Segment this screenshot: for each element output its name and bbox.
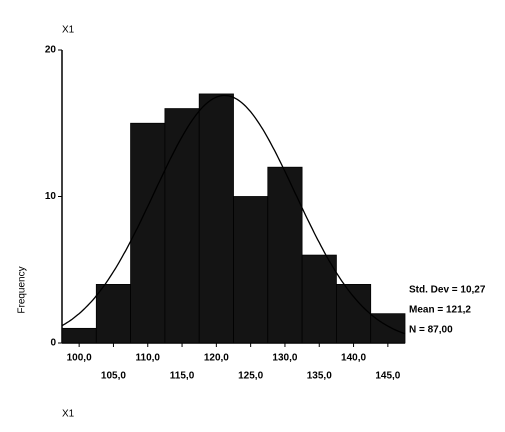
bar xyxy=(335,283,372,344)
x-tick-label: 140,0 xyxy=(341,353,366,364)
bar xyxy=(130,122,166,344)
x-tick-label: 125,0 xyxy=(238,371,263,382)
x-tick-label: 145,0 xyxy=(375,371,400,382)
x-tick-label: 135,0 xyxy=(307,371,332,382)
y-tick-label: 10 xyxy=(45,191,57,202)
bar xyxy=(301,254,337,344)
x-axis-label: X1 xyxy=(62,409,75,420)
bar xyxy=(164,108,200,344)
bar xyxy=(61,327,97,344)
y-tick-label: 0 xyxy=(50,338,56,349)
bar xyxy=(95,283,132,344)
x-tick-label: 120,0 xyxy=(204,353,229,364)
chart-title: X1 xyxy=(62,25,75,36)
x-tick-label: 130,0 xyxy=(272,353,297,364)
x-tick-label: 105,0 xyxy=(101,371,126,382)
stat-label: Mean = 121,2 xyxy=(409,305,471,316)
x-tick-label: 100,0 xyxy=(67,353,92,364)
y-axis-label: Frequency xyxy=(17,266,28,313)
bar xyxy=(267,166,303,344)
x-tick-label: 110,0 xyxy=(136,353,161,364)
x-tick-label: 115,0 xyxy=(170,371,195,382)
y-tick-label: 20 xyxy=(45,45,57,56)
bar xyxy=(198,93,234,344)
stat-label: N = 87,00 xyxy=(409,325,453,336)
normal-curve xyxy=(61,94,406,335)
bar xyxy=(233,196,269,344)
stat-label: Std. Dev = 10,27 xyxy=(409,285,486,296)
